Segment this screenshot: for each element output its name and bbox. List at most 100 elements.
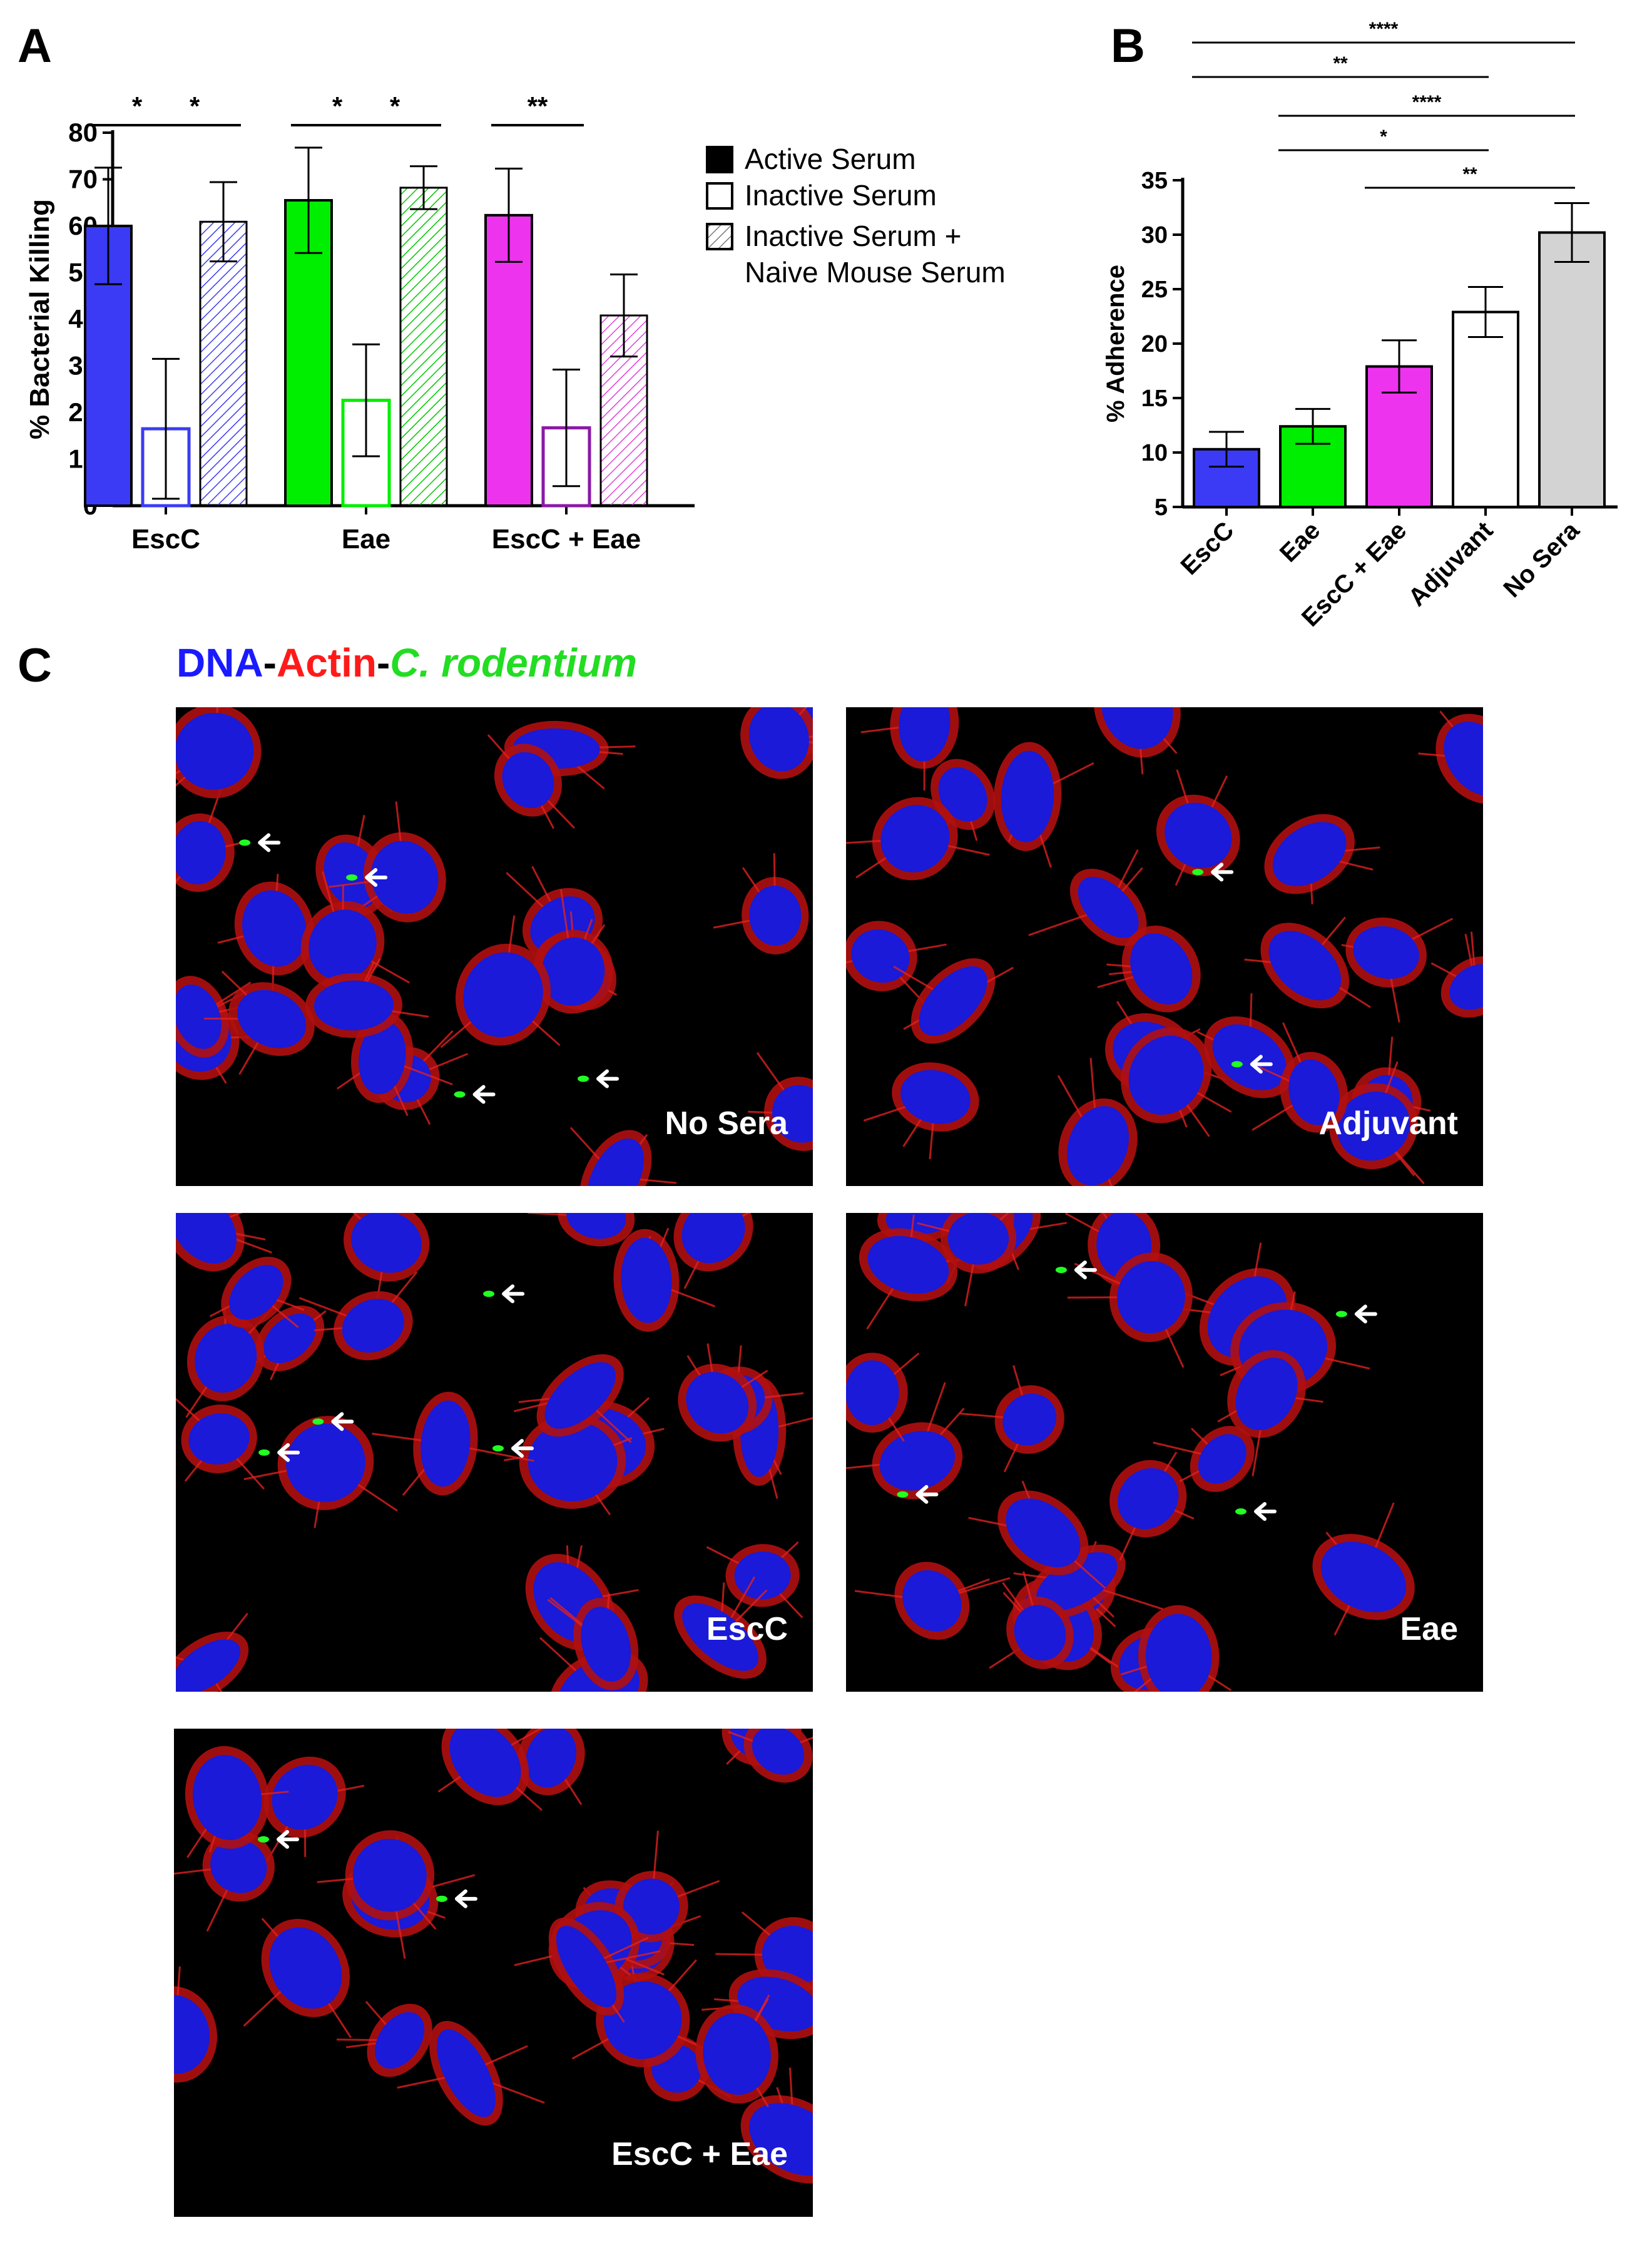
nucleus [371, 841, 439, 914]
nucleus [772, 1085, 813, 1143]
micrograph-eae: Eae [846, 1213, 1483, 1692]
nucleus [752, 1729, 805, 1775]
nucleus [544, 1362, 616, 1429]
arrow-icon [511, 1439, 534, 1458]
nucleus [1165, 802, 1232, 869]
nucleus [581, 1607, 631, 1682]
nucleus [1320, 1542, 1407, 1612]
panel-b-label: B [1111, 19, 1145, 73]
significance-label: **** [1369, 19, 1399, 39]
nucleus [210, 1839, 267, 1893]
nucleus [528, 1421, 618, 1501]
micrograph-label: EscC + Eae [611, 2136, 788, 2172]
caption-separator: - [376, 640, 390, 685]
nucleus [1353, 926, 1419, 979]
significance-label: * [1380, 126, 1387, 147]
nucleus [566, 1213, 626, 1239]
bacteria-spot [312, 1418, 324, 1425]
bacteria-spot [1055, 1267, 1067, 1274]
nucleus [587, 1138, 645, 1186]
bar [1452, 310, 1519, 508]
y-tick-label: 35 [1141, 168, 1168, 194]
micrograph-label: EscC [706, 1611, 788, 1647]
bar [1365, 365, 1433, 508]
nucleus [1288, 1059, 1340, 1125]
nucleus [1272, 822, 1347, 886]
nucleus [308, 909, 377, 981]
nucleus [947, 1213, 1009, 1265]
arrow-icon [1074, 1261, 1097, 1280]
x-tick-label: Adjuvant [1403, 516, 1498, 611]
nucleus [342, 1299, 404, 1353]
nucleus [526, 1729, 576, 1788]
y-tick-label: 15 [1141, 386, 1168, 412]
bacteria-spot [239, 839, 251, 846]
nucleus [1014, 1605, 1066, 1661]
nucleus [375, 2012, 425, 2069]
micrograph-cells [174, 1729, 813, 2184]
panel-c-caption: DNA-Actin-C. rodentium [176, 640, 637, 686]
arrow-icon [596, 1069, 620, 1088]
y-tick-label: 80 [68, 118, 98, 147]
caption-separator: - [263, 640, 277, 685]
nucleus [686, 1372, 749, 1434]
nucleus [748, 707, 809, 772]
panel-a-label: A [18, 19, 52, 73]
legend-entry: Naive Mouse Serum [745, 256, 1006, 289]
significance-label: * [332, 91, 343, 121]
significance-label: ** [528, 91, 548, 121]
nucleus [1449, 964, 1483, 1010]
x-tick-label: Eae [1275, 516, 1325, 567]
nucleus [176, 1213, 237, 1264]
legend-entry: Active Serum [745, 143, 916, 175]
legend-swatch [706, 146, 733, 173]
nucleus [1036, 1552, 1118, 1612]
y-tick-label: 20 [1141, 331, 1168, 357]
micrograph-escc-eae: EscC + Eae [174, 1729, 813, 2217]
nucleus [502, 752, 554, 809]
legend-entry: Inactive Serum + [745, 220, 961, 252]
arrow-icon [1354, 1304, 1377, 1324]
bacteria-spot [492, 1445, 504, 1452]
bacteria-spot [258, 1449, 270, 1456]
legend-entry: Inactive Serum [745, 179, 937, 212]
nucleus [879, 1431, 956, 1491]
y-tick-label: 25 [1141, 277, 1168, 303]
x-tick-label: EscC + Eae [1297, 516, 1412, 632]
bacteria-spot [1235, 1508, 1247, 1515]
nucleus [174, 1995, 210, 2074]
micrograph-cells [176, 707, 813, 1186]
bar [199, 220, 248, 507]
nucleus [1268, 931, 1342, 1001]
x-tick-label: EscC [1175, 516, 1239, 580]
x-tick-label: EscC [131, 524, 200, 555]
nucleus [1198, 1434, 1247, 1484]
y-axis-label: % Bacterial Killing [24, 199, 55, 439]
nucleus [846, 1360, 899, 1426]
y-tick-label: 10 [1141, 440, 1168, 466]
nucleus [237, 990, 307, 1048]
panel-c-label: C [18, 639, 52, 692]
nucleus [1078, 876, 1139, 938]
micrograph-label: No Sera [665, 1105, 788, 1142]
bar [1193, 447, 1260, 509]
nucleus [229, 1264, 283, 1320]
nucleus [1006, 1498, 1081, 1568]
nucleus [541, 937, 605, 1006]
nucleus [749, 2103, 813, 2176]
significance-label: **** [1412, 92, 1442, 113]
nucleus [1067, 1106, 1129, 1186]
nucleus [195, 1324, 257, 1393]
arrow-icon [1253, 1502, 1277, 1521]
arrow-icon [277, 1829, 300, 1849]
y-axis-label: % Adherence [1102, 265, 1129, 422]
nucleus [1444, 722, 1483, 796]
nucleus [437, 2029, 496, 2117]
nucleus [188, 1413, 250, 1465]
nucleus [286, 1423, 365, 1503]
nucleus [192, 1754, 262, 1840]
arrow-icon [915, 1485, 939, 1504]
arrow-icon [472, 1085, 496, 1104]
bar [1279, 425, 1347, 508]
nucleus [900, 1070, 971, 1124]
